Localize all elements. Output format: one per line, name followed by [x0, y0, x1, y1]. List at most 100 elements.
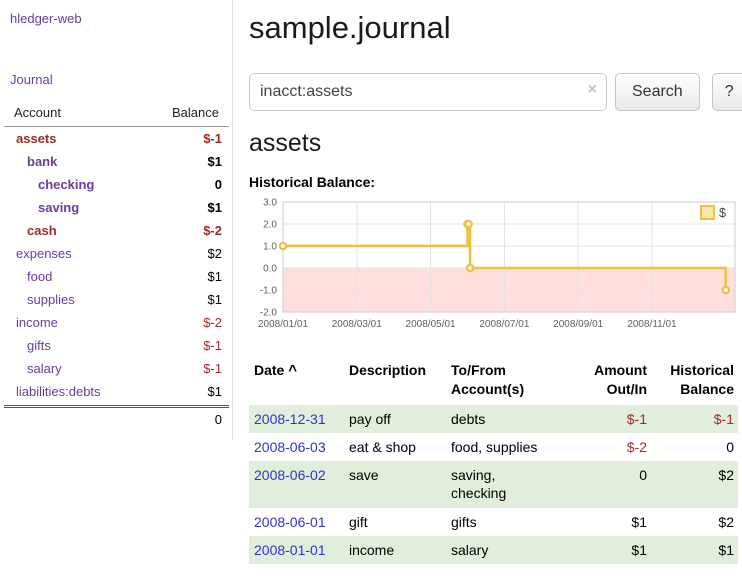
accounts-header-balance: Balance — [172, 105, 219, 120]
account-row: bank $1 — [4, 150, 232, 173]
account-row: cash $-2 — [4, 219, 232, 242]
accounts-total-divider — [4, 405, 229, 408]
help-button[interactable]: ? — [711, 73, 742, 111]
account-balance: $-2 — [203, 315, 222, 330]
account-balance: $1 — [207, 154, 222, 169]
chart-title: Historical Balance: — [249, 174, 376, 190]
register-body: 2008-12-31 pay off debts $-1 $-1 2008-06-03 ea… — [249, 404, 738, 564]
page-title: sample.journal — [249, 10, 451, 45]
cell-date: 2008-12-31 — [249, 405, 344, 433]
column-header-date[interactable]: Date ^ — [249, 361, 344, 405]
cell-date: 2008-06-03 — [249, 433, 344, 461]
account-link-bank[interactable]: bank — [27, 154, 58, 169]
cell-accounts: salary — [451, 541, 489, 558]
cell-amount: $1 — [631, 541, 647, 558]
cell-description: eat & shop — [349, 438, 416, 455]
cell-balance: $1 — [718, 541, 734, 558]
svg-text:2008/05/01: 2008/05/01 — [406, 319, 456, 330]
cell-amount: $-1 — [626, 410, 647, 427]
account-balance: $1 — [207, 269, 222, 284]
register-table: Date ^ Description To/From Account(s) Am… — [249, 361, 738, 564]
historical-balance-chart: 3.0 2.0 1.0 0.0 -1.0 -2.0 2008/01/01 2008/03/01… — [249, 196, 742, 337]
cell-amount: $-2 — [626, 438, 647, 455]
main-content: sample.journal × Search ? assets Histori… — [233, 0, 742, 564]
account-row: saving $1 — [4, 196, 232, 219]
svg-text:2008/07/01: 2008/07/01 — [479, 319, 529, 330]
account-link-cash[interactable]: cash — [27, 223, 57, 238]
clear-search-icon[interactable]: × — [587, 81, 597, 98]
cell-date: 2008-06-02 — [249, 461, 344, 507]
account-link-supplies[interactable]: supplies — [27, 292, 75, 307]
account-balance: $1 — [207, 384, 222, 399]
account-row: checking 0 — [4, 173, 232, 196]
date-header-label: Date — [254, 362, 285, 378]
cell-amount: $1 — [631, 513, 647, 530]
account-link-gifts[interactable]: gifts — [27, 338, 51, 353]
svg-text:2008/09/01: 2008/09/01 — [553, 319, 603, 330]
register-row: 2008-01-01 income salary $1 $1 — [249, 535, 738, 564]
register-row: 2008-06-03 eat & shop food, supplies $-2 0 — [249, 433, 738, 461]
accounts-table: Account Balance assets $-1 bank $1 checking 0… — [0, 103, 232, 427]
data-point-marker — [721, 285, 731, 295]
account-row: food $1 — [4, 265, 232, 288]
cell-accounts: gifts — [451, 513, 477, 530]
sort-ascending-icon: ^ — [288, 362, 298, 379]
cell-amount: 0 — [639, 467, 647, 484]
cell-description: save — [349, 467, 379, 484]
svg-text:-2.0: -2.0 — [260, 308, 278, 319]
transaction-date-link[interactable]: 2008-01-01 — [254, 541, 326, 558]
accounts-header-account: Account — [14, 105, 61, 120]
sidebar-item-journal[interactable]: Journal — [10, 72, 53, 87]
transaction-date-link[interactable]: 2008-06-01 — [254, 513, 326, 530]
account-link-assets[interactable]: assets — [16, 131, 57, 146]
account-link-liabilities-debts[interactable]: liabilities:debts — [16, 384, 101, 399]
account-section-title: assets — [249, 129, 322, 157]
column-header-description: Description — [349, 362, 427, 378]
account-link-food[interactable]: food — [27, 269, 53, 284]
svg-text:2008/11/01: 2008/11/01 — [627, 319, 677, 330]
data-point-marker — [465, 263, 475, 273]
account-row: gifts $-1 — [4, 334, 232, 357]
account-balance: $-2 — [203, 223, 222, 238]
chart-plot-border — [282, 201, 736, 313]
cell-balance: $2 — [718, 513, 734, 530]
accounts-list: assets $-1 bank $1 checking 0 saving $1 cash $-2 e… — [0, 127, 232, 403]
account-link-income[interactable]: income — [16, 315, 58, 330]
svg-text:2008/01/01: 2008/01/01 — [258, 319, 308, 330]
account-balance: 0 — [214, 177, 222, 192]
search-button[interactable]: Search — [615, 73, 700, 111]
accounts-total: 0 — [214, 412, 222, 427]
app-title-link[interactable]: hledger-web — [10, 11, 82, 26]
legend-swatch — [700, 205, 715, 220]
cell-balance: 0 — [726, 438, 734, 455]
data-point-marker — [278, 241, 288, 251]
account-row: liabilities:debts $1 — [4, 380, 232, 403]
cell-accounts: debts — [451, 410, 486, 427]
accounts-table-header: Account Balance — [4, 103, 229, 127]
account-row: expenses $2 — [4, 242, 232, 265]
account-balance: $-1 — [203, 338, 222, 353]
svg-text:2.0: 2.0 — [263, 220, 277, 231]
search-box: × — [249, 73, 607, 111]
search-input[interactable] — [249, 73, 607, 111]
account-link-expenses[interactable]: expenses — [16, 246, 72, 261]
svg-text:1.0: 1.0 — [263, 242, 277, 253]
account-link-salary[interactable]: salary — [27, 361, 62, 376]
cell-description: income — [349, 541, 395, 558]
transaction-date-link[interactable]: 2008-06-03 — [254, 438, 326, 455]
transaction-date-link[interactable]: 2008-12-31 — [254, 410, 326, 427]
cell-balance: $-1 — [713, 410, 734, 427]
cell-balance: $2 — [718, 467, 734, 484]
account-row: supplies $1 — [4, 288, 232, 311]
legend-label: $ — [719, 206, 726, 220]
cell-accounts: food, supplies — [451, 438, 538, 455]
account-link-checking[interactable]: checking — [38, 177, 95, 192]
svg-text:2008/03/01: 2008/03/01 — [332, 319, 382, 330]
cell-date: 2008-01-01 — [249, 536, 344, 564]
transaction-date-link[interactable]: 2008-06-02 — [254, 467, 326, 484]
account-row: assets $-1 — [4, 127, 232, 150]
account-link-saving[interactable]: saving — [38, 200, 80, 215]
register-header-row: Date ^ Description To/From Account(s) Am… — [249, 361, 738, 405]
cell-accounts: saving, checking — [451, 467, 507, 502]
